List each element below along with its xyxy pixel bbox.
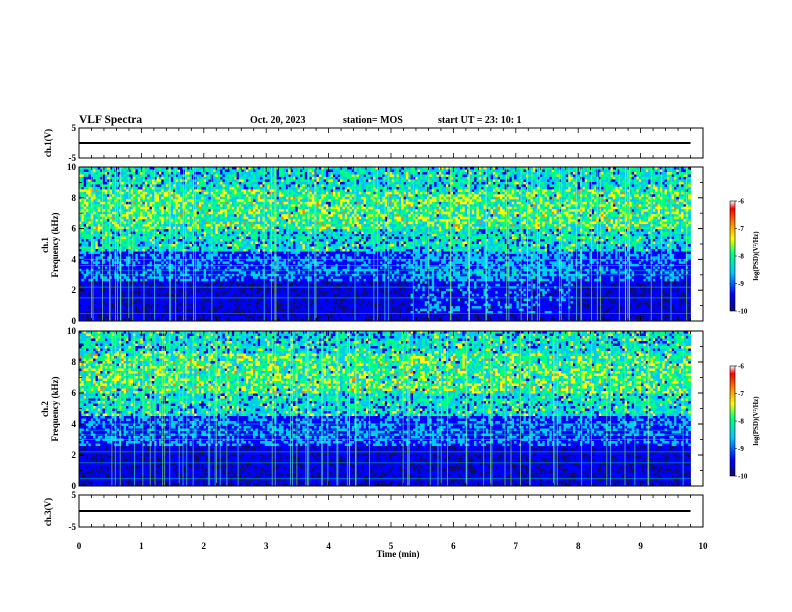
y-tick-label: 8	[72, 357, 77, 367]
x-axis-label: Time (min)	[376, 549, 419, 559]
x-tick-label: 1	[139, 541, 144, 551]
y-tick-label: 5	[72, 123, 77, 133]
colorbar-tick-label: -8	[738, 418, 744, 426]
x-tick-label: 4	[326, 541, 331, 551]
x-tick-label: 0	[77, 541, 82, 551]
ch1-ylabel-channel: ch.1	[40, 237, 50, 253]
colorbar-gradient	[730, 201, 735, 311]
ch1-spectrogram-ylabel: Frequency (kHz)	[50, 212, 60, 277]
ch2-colorbar: -6 -7 -8 -9 -10 log(PSD)(V²/Hz)	[730, 363, 760, 481]
colorbar-tick-label: -9	[738, 445, 744, 453]
x-tick-label: 3	[264, 541, 269, 551]
ch1-waveform-ylabel: ch.1(V)	[43, 129, 53, 157]
y-tick-label: 0	[72, 316, 77, 326]
y-tick-label: -5	[69, 522, 77, 532]
y-tick-label: 6	[72, 224, 77, 234]
colorbar-tick-label: -6	[738, 363, 744, 371]
y-tick-label: 4	[72, 254, 77, 264]
vlf-figure: VLF Spectra Oct. 20, 2023 station= MOS s…	[0, 0, 792, 612]
x-tick-label: 2	[202, 541, 207, 551]
colorbar-label: log(PSD)(V²/Hz)	[752, 396, 760, 446]
ch1-spectrogram-panel: 0 2 4 6 8 10	[67, 162, 703, 326]
colorbar-tick-label: -8	[738, 253, 744, 261]
station-label: station= MOS	[343, 115, 403, 126]
x-tick-label: 9	[638, 541, 643, 551]
y-tick-label: 10	[67, 326, 77, 336]
ch1-colorbar: -6 -7 -8 -9 -10 log(PSD)(V²/Hz)	[730, 198, 760, 316]
ch2-ylabel-channel: ch.2	[40, 401, 50, 417]
colorbar-tick-label: -10	[738, 473, 748, 481]
figure-title: VLF Spectra	[79, 114, 142, 126]
y-tick-label: 4	[72, 419, 77, 429]
colorbar-tick-label: -6	[738, 198, 744, 206]
y-tick-label: 2	[72, 285, 77, 295]
x-tick-label: 7	[514, 541, 519, 551]
y-tick-label: 8	[72, 193, 77, 203]
colorbar-label: log(PSD)(V²/Hz)	[752, 231, 760, 281]
y-tick-label: 5	[72, 490, 77, 500]
date-label: Oct. 20, 2023	[250, 115, 306, 126]
start-time-label: start UT = 23: 10: 1	[438, 115, 522, 126]
colorbar-gradient	[730, 366, 735, 476]
x-tick-label: 10	[699, 541, 709, 551]
y-tick-label: 10	[67, 162, 77, 172]
colorbar-tick-label: -9	[738, 280, 744, 288]
x-tick-label: 6	[451, 541, 456, 551]
colorbar-tick-label: -7	[738, 225, 744, 233]
ch2-spectrogram-ylabel: Frequency (kHz)	[50, 376, 60, 441]
x-tick-label: 8	[576, 541, 581, 551]
y-tick-label: 2	[72, 450, 77, 460]
y-tick-label: 6	[72, 388, 77, 398]
ch3-waveform-ylabel: ch.3(V)	[43, 498, 53, 526]
colorbar-tick-label: -10	[738, 308, 748, 316]
ch1-waveform-panel: 5-5	[69, 123, 704, 163]
colorbar-tick-label: -7	[738, 390, 744, 398]
ch3-waveform-panel: 5 -5	[69, 490, 704, 532]
